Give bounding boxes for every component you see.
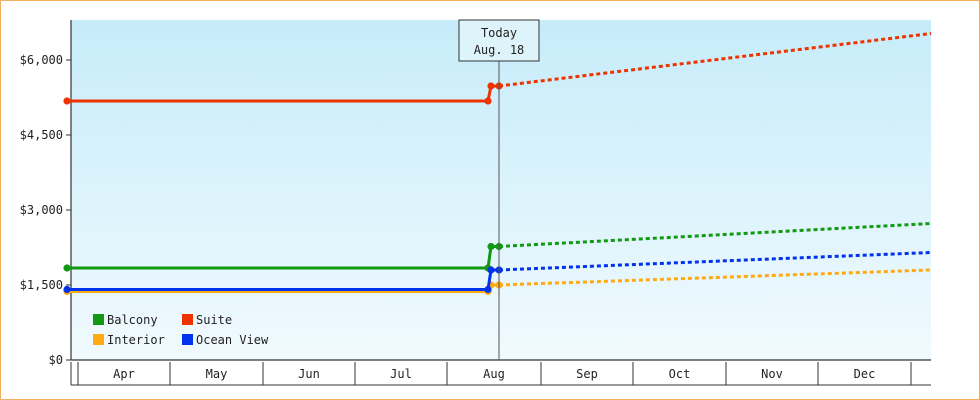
forecast-line-ocean-view	[498, 251, 932, 272]
legend-swatch	[93, 314, 104, 325]
today-callout-label: Today	[481, 26, 517, 40]
legend-label: Ocean View	[196, 333, 269, 347]
legend-item-interior: Interior	[93, 333, 165, 347]
forecast-line-suite	[498, 32, 932, 88]
x-axis: Apr May Jun Jul Aug Sep Oct Nov Dec	[70, 362, 931, 386]
legend-swatch	[93, 334, 104, 345]
y-tick-label: $1,500	[20, 278, 63, 292]
y-tick-label: $4,500	[20, 128, 63, 142]
legend-label: Suite	[196, 313, 232, 327]
month-label-jun: Jun	[298, 367, 320, 381]
data-point-suite	[484, 97, 492, 105]
data-point-ocean-view	[63, 285, 71, 294]
series-line-suite	[67, 84, 499, 103]
legend-item-ocean-view: Ocean View	[182, 333, 269, 347]
forecast-line-interior	[498, 268, 932, 287]
today-callout-box	[458, 19, 540, 62]
month-label-oct: Oct	[669, 367, 691, 381]
legend: Balcony Suite Interior Ocean View	[93, 313, 269, 347]
forecast-line-balcony	[498, 222, 932, 248]
legend-item-balcony: Balcony	[93, 313, 158, 327]
data-point-balcony	[487, 242, 495, 251]
legend-label: Interior	[107, 333, 165, 347]
today-marker: Today Aug. 18	[458, 19, 540, 360]
month-label-nov: Nov	[761, 367, 783, 381]
y-axis: $0 $1,500 $3,000 $4,500 $6,000	[20, 20, 931, 367]
legend-swatch	[182, 334, 193, 345]
month-label-sep: Sep	[576, 367, 598, 381]
data-point-balcony	[63, 264, 71, 272]
data-point-ocean-view	[487, 266, 495, 274]
legend-label: Balcony	[107, 313, 158, 327]
data-point-suite	[487, 82, 495, 90]
month-label-apr: Apr	[113, 367, 135, 381]
data-point-ocean-view	[484, 285, 492, 294]
data-point-suite	[63, 97, 71, 105]
plot-area	[71, 20, 931, 360]
series-line-balcony	[67, 245, 499, 270]
month-label-jul: Jul	[390, 367, 412, 381]
y-tick-label: $3,000	[20, 203, 63, 217]
month-label-aug: Aug	[483, 367, 505, 381]
y-tick-label: $6,000	[20, 53, 63, 67]
y-tick-label: $0	[49, 353, 63, 367]
series-line-ocean-view	[67, 268, 499, 291]
month-label-may: May	[206, 367, 228, 381]
legend-swatch	[182, 314, 193, 325]
series-ocean-view	[63, 251, 932, 294]
month-label-dec: Dec	[854, 367, 876, 381]
series-layer	[63, 32, 932, 296]
today-callout-date: Aug. 18	[474, 43, 525, 57]
legend-item-suite: Suite	[182, 313, 232, 327]
